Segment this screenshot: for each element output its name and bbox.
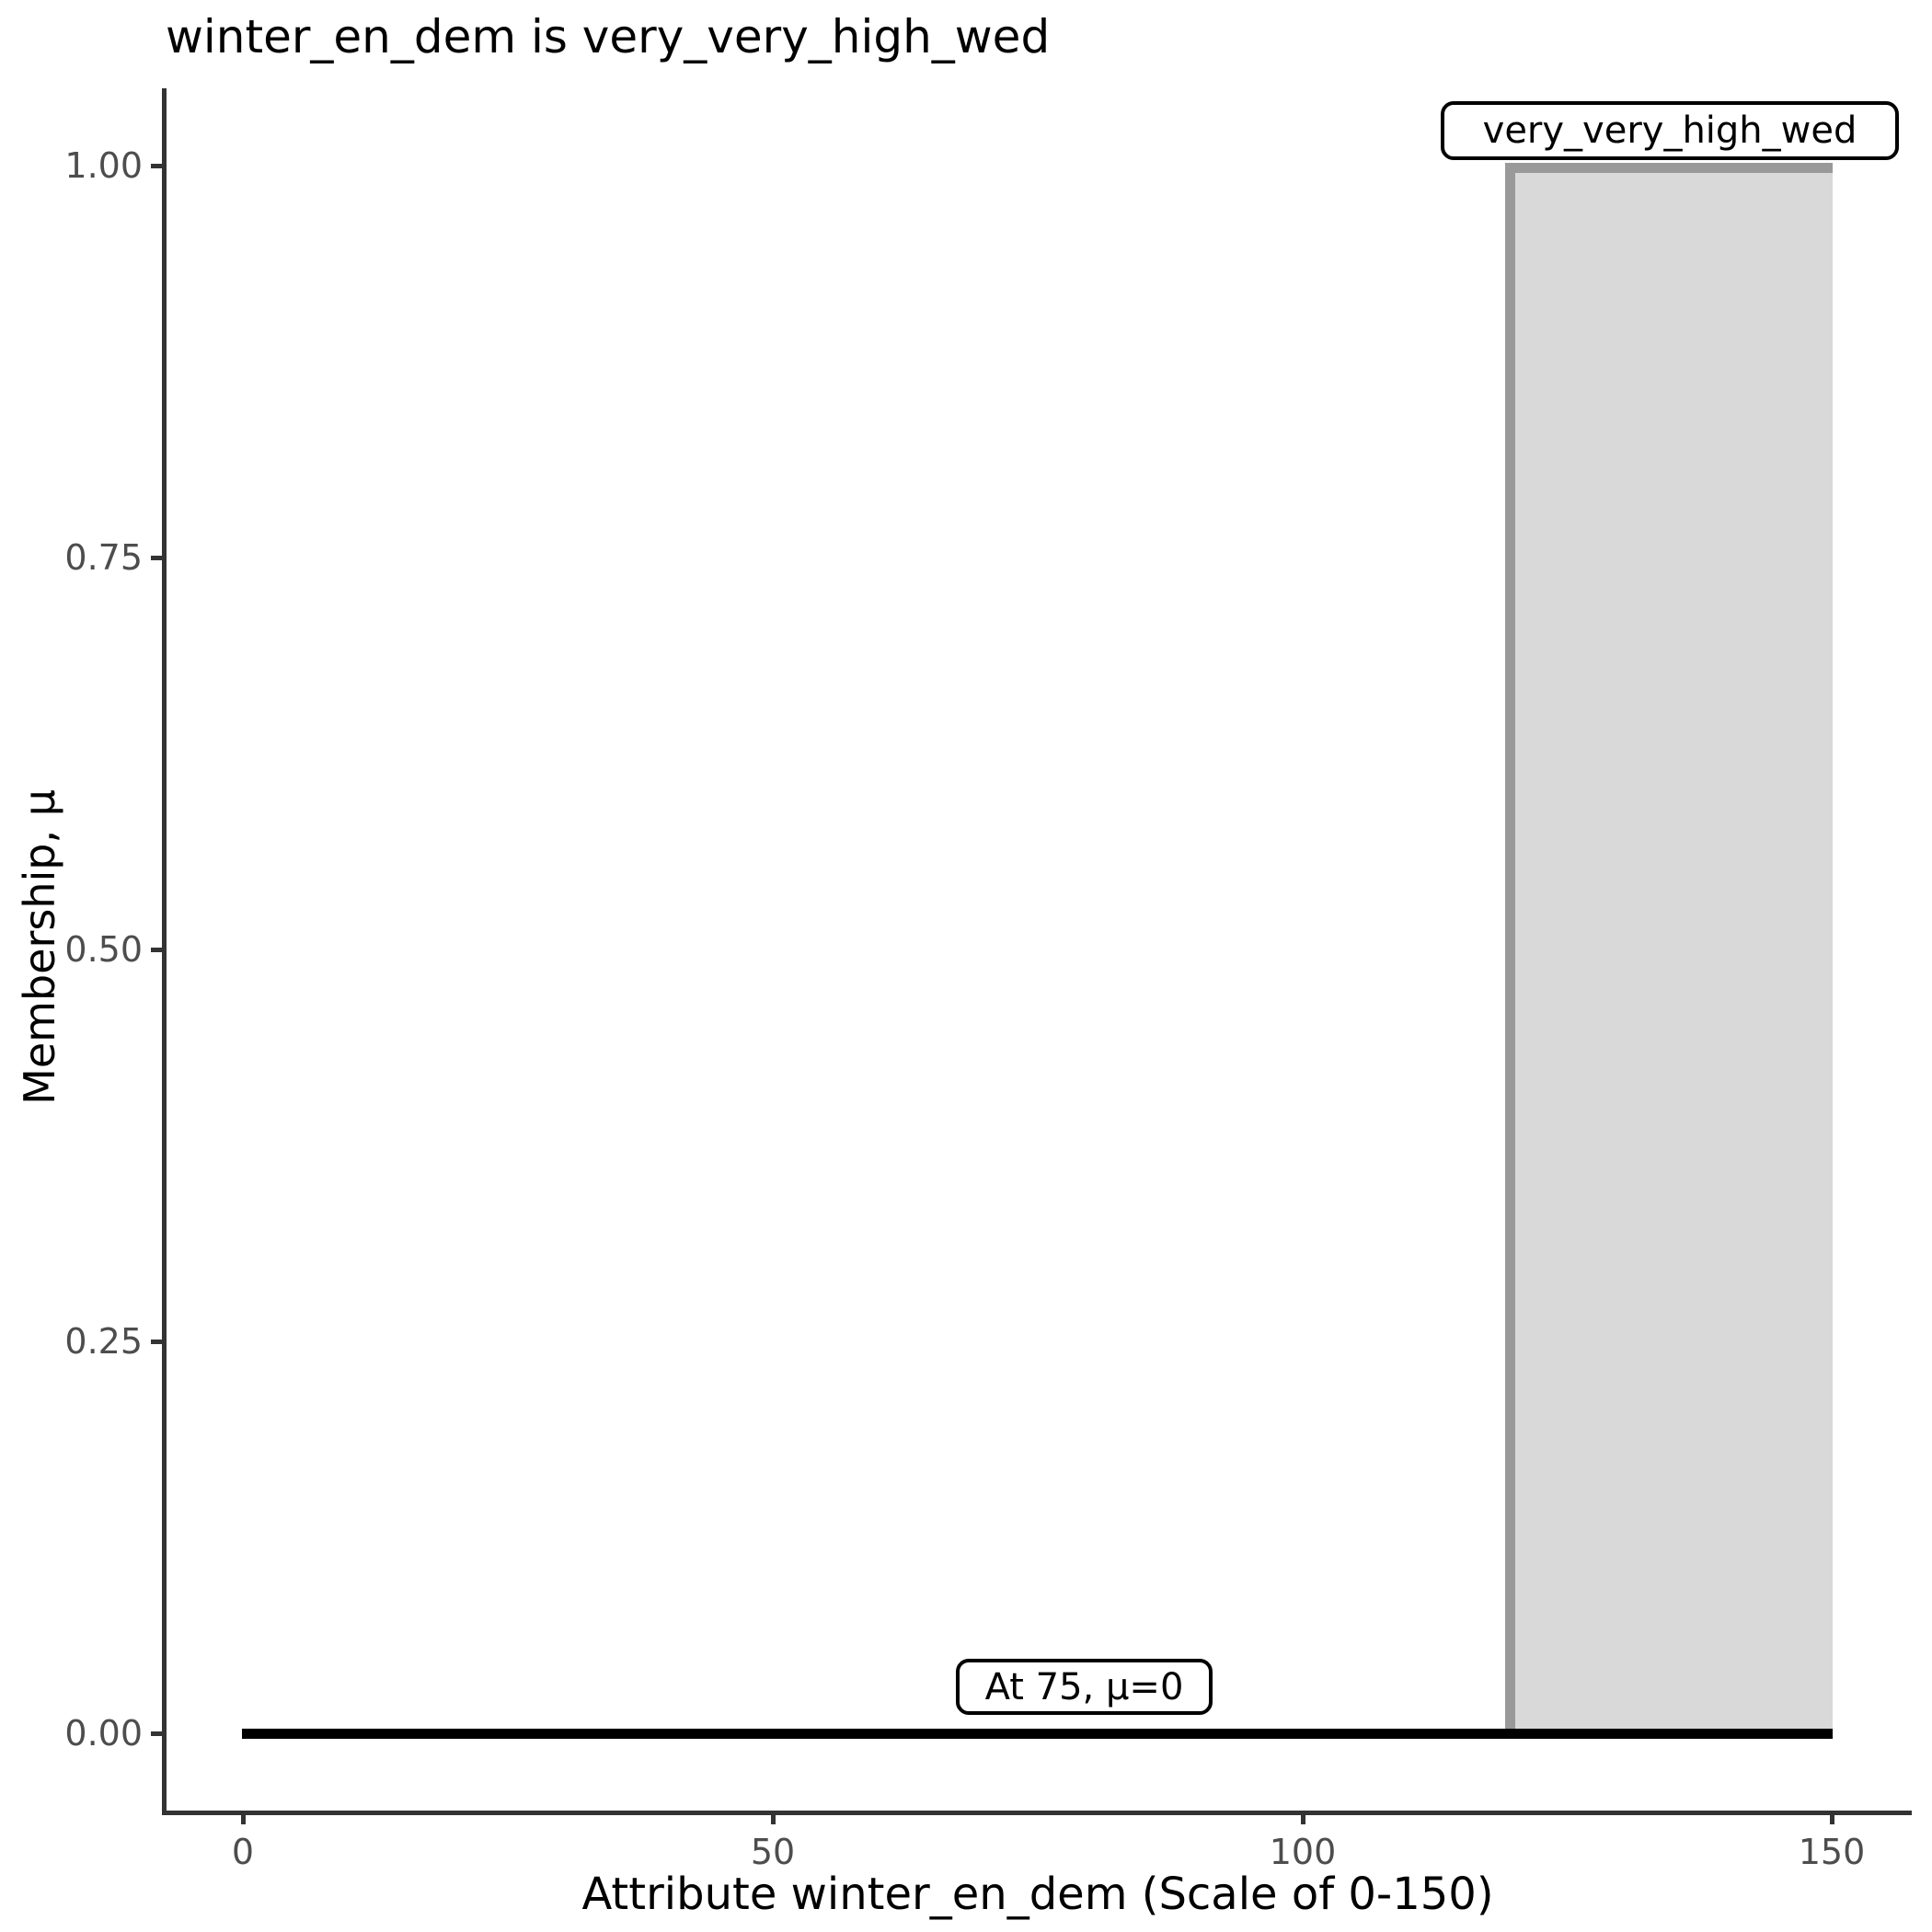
x-tick-mark: [771, 1812, 776, 1824]
set-name-annotation-text: very_very_high_wed: [1482, 109, 1857, 152]
set-name-annotation-box: very_very_high_wed: [1441, 101, 1899, 160]
x-tick-mark: [1301, 1812, 1305, 1824]
x-tick-mark: [1830, 1812, 1834, 1824]
x-tick-label: 50: [750, 1832, 796, 1872]
y-axis-line: [162, 88, 167, 1815]
evaluation-annotation-box: At 75, μ=0: [956, 1659, 1213, 1715]
y-tick-mark: [151, 948, 163, 952]
chart-title: winter_en_dem is very_very_high_wed: [166, 10, 1051, 63]
x-axis-title: Attribute winter_en_dem (Scale of 0-150): [581, 1869, 1494, 1920]
membership-function-area: [1505, 163, 1833, 1733]
x-tick-label: 150: [1798, 1832, 1866, 1872]
evaluation-annotation-text: At 75, μ=0: [984, 1665, 1184, 1708]
y-tick-mark: [151, 1340, 163, 1344]
x-tick-mark: [241, 1812, 246, 1824]
y-tick-label: 0.75: [64, 537, 143, 578]
y-tick-label: 0.00: [64, 1713, 143, 1754]
y-tick-label: 1.00: [64, 145, 143, 186]
y-tick-label: 0.50: [64, 929, 143, 970]
evaluation-zero-line: [242, 1729, 1833, 1739]
y-tick-label: 0.25: [64, 1321, 143, 1362]
y-tick-mark: [151, 164, 163, 168]
x-axis-line: [162, 1811, 1912, 1815]
x-tick-label: 0: [231, 1832, 255, 1872]
x-tick-label: 100: [1269, 1832, 1337, 1872]
y-tick-mark: [151, 1731, 163, 1736]
y-tick-mark: [151, 556, 163, 560]
